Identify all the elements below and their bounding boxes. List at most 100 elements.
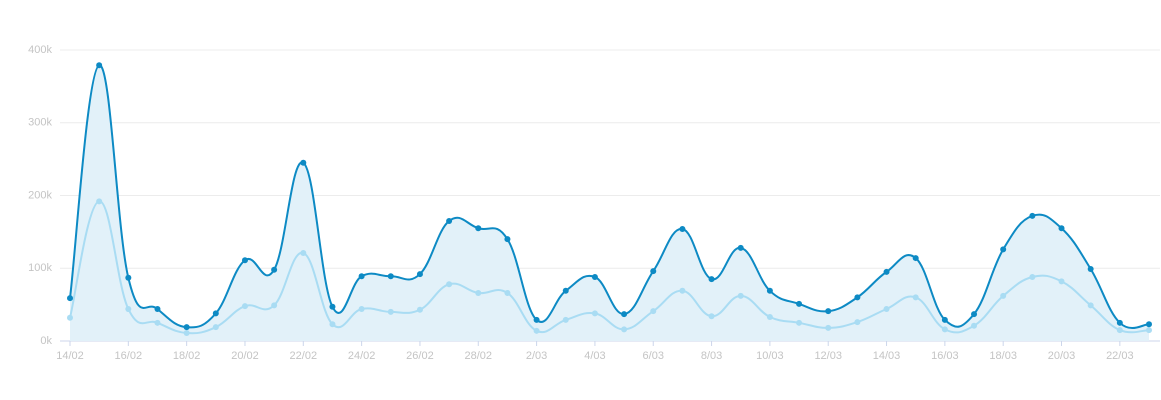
- point: [679, 287, 686, 294]
- point: [125, 274, 132, 281]
- point: [271, 302, 278, 309]
- point: [387, 273, 394, 280]
- point: [825, 308, 832, 315]
- y-tick-label: 300k: [28, 117, 52, 129]
- y-tick-label: 200k: [28, 189, 52, 201]
- area: [70, 65, 1149, 341]
- point: [1029, 273, 1036, 280]
- point: [271, 266, 278, 273]
- point: [183, 324, 190, 331]
- x-tick-label: 24/02: [348, 350, 376, 362]
- point: [621, 326, 628, 333]
- point: [796, 300, 803, 307]
- point: [708, 276, 715, 283]
- x-tick-label: 18/03: [989, 350, 1017, 362]
- point: [650, 268, 657, 275]
- point: [854, 319, 861, 326]
- point: [912, 255, 919, 262]
- point: [416, 306, 423, 313]
- point: [1000, 246, 1007, 253]
- point: [825, 324, 832, 331]
- point: [475, 225, 482, 232]
- point: [241, 257, 248, 264]
- point: [504, 289, 511, 296]
- x-tick-label: 8/03: [701, 350, 722, 362]
- x-tick-label: 22/02: [290, 350, 318, 362]
- x-tick-label: 4/03: [584, 350, 605, 362]
- point: [358, 273, 365, 280]
- point: [1000, 292, 1007, 299]
- point: [708, 313, 715, 320]
- point: [241, 303, 248, 310]
- point: [125, 305, 132, 312]
- point: [475, 289, 482, 296]
- y-tick-label: 0k: [40, 335, 52, 347]
- x-tick-label: 2/03: [526, 350, 547, 362]
- x-tick-label: 14/02: [56, 350, 84, 362]
- point: [1087, 302, 1094, 309]
- point: [737, 244, 744, 251]
- point: [183, 329, 190, 336]
- point: [883, 268, 890, 275]
- point: [562, 316, 569, 323]
- point: [1087, 265, 1094, 272]
- point: [1058, 225, 1065, 232]
- point: [358, 305, 365, 312]
- point: [854, 294, 861, 301]
- point: [154, 319, 161, 326]
- point: [67, 314, 73, 321]
- point: [912, 294, 919, 301]
- point: [562, 287, 569, 294]
- point: [591, 273, 598, 280]
- point: [679, 225, 686, 232]
- y-tick-label: 400k: [28, 44, 52, 56]
- point: [941, 326, 948, 333]
- point: [971, 311, 978, 318]
- point: [1146, 327, 1152, 334]
- point: [533, 327, 540, 334]
- point: [387, 308, 394, 315]
- point: [1029, 212, 1036, 219]
- x-tick-label: 6/03: [643, 350, 664, 362]
- x-tick-label: 28/02: [465, 350, 493, 362]
- point: [446, 281, 453, 288]
- x-tick-label: 20/03: [1048, 350, 1076, 362]
- x-tick-label: 14/03: [873, 350, 901, 362]
- point: [766, 287, 773, 294]
- x-tick-label: 16/03: [931, 350, 959, 362]
- point: [300, 159, 307, 166]
- point: [621, 311, 628, 318]
- point: [533, 316, 540, 323]
- point: [1146, 321, 1152, 328]
- point: [96, 198, 103, 205]
- x-tick-label: 16/02: [115, 350, 143, 362]
- x-tick-label: 26/02: [406, 350, 434, 362]
- point: [300, 249, 307, 256]
- y-tick-label: 100k: [28, 262, 52, 274]
- x-tick-label: 20/02: [231, 350, 259, 362]
- point: [1116, 319, 1123, 326]
- point: [766, 313, 773, 320]
- point: [971, 322, 978, 329]
- point: [1116, 327, 1123, 334]
- x-tick-label: 10/03: [756, 350, 784, 362]
- x-tick-label: 18/02: [173, 350, 201, 362]
- point: [154, 305, 161, 312]
- point: [737, 292, 744, 299]
- point: [650, 308, 657, 315]
- x-tick-label: 22/03: [1106, 350, 1134, 362]
- point: [67, 295, 73, 302]
- point: [446, 217, 453, 224]
- point: [212, 324, 219, 331]
- point: [883, 305, 890, 312]
- point: [591, 310, 598, 317]
- point: [329, 321, 336, 328]
- point: [1058, 278, 1065, 285]
- point: [504, 236, 511, 243]
- point: [329, 303, 336, 310]
- point: [941, 316, 948, 323]
- point: [416, 271, 423, 278]
- point: [96, 62, 103, 69]
- point: [796, 319, 803, 326]
